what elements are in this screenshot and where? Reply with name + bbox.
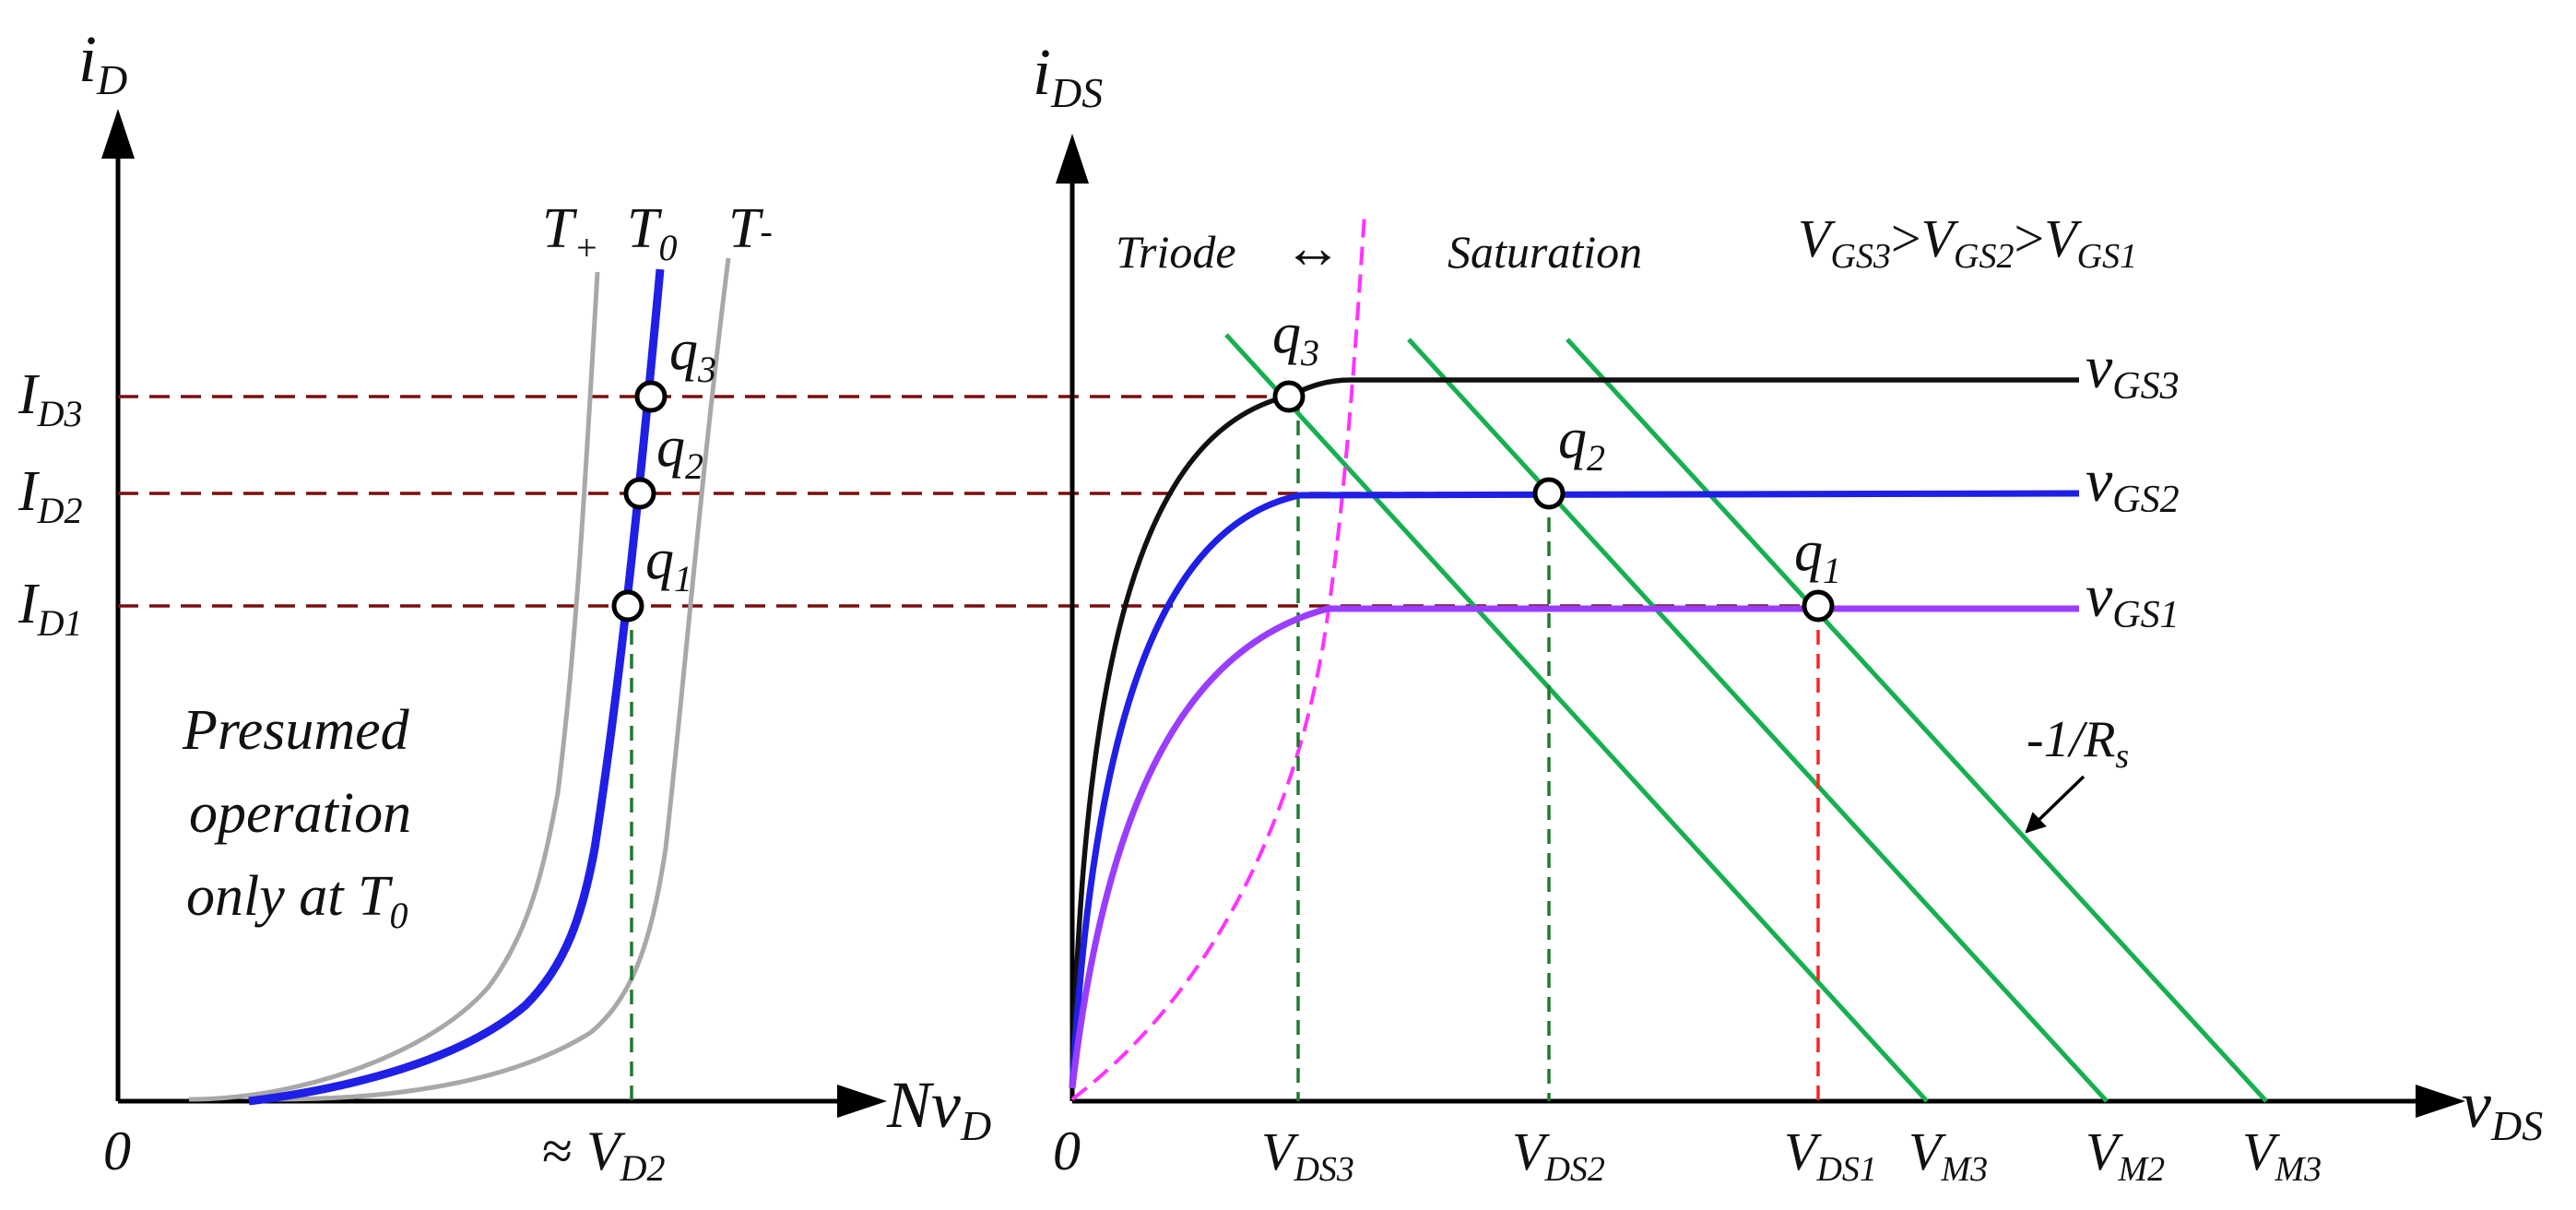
right-point-q3 [1272, 380, 1306, 413]
left-label-q1: q1 [645, 528, 692, 599]
label-id3: ID3 [18, 363, 83, 434]
label-vgs1: vGS1 [2086, 563, 2180, 636]
right-x-axis-label: vDS [2462, 1068, 2543, 1149]
left-label-q3: q3 [669, 319, 716, 390]
right-origin-label: 0 [1053, 1121, 1081, 1181]
tick-label-vm3-first: VM3 [1908, 1121, 1988, 1189]
left-point-q3 [634, 380, 668, 413]
left-x-axis-label: NvD [886, 1068, 991, 1149]
region-label-triode: Triode [1116, 226, 1236, 278]
tick-label-vm2: VM2 [2086, 1121, 2165, 1189]
right-label-q1: q1 [1794, 520, 1841, 591]
tick-label-vds1: VDS1 [1784, 1121, 1877, 1189]
right-y-axis-label: iDS [1033, 35, 1103, 116]
curve-vgs1 [1069, 605, 2079, 1089]
curve-vgs2 [1069, 490, 2080, 1089]
vgs-inequality: VGS3>VGS2>VGS1 [1798, 208, 2137, 276]
label-t-minus: T- [728, 197, 773, 260]
label-id2: ID2 [18, 460, 83, 531]
region-label-saturation: Saturation [1448, 226, 1642, 278]
left-label-q2: q2 [656, 416, 703, 487]
note-line-3: only at T0 [186, 865, 408, 936]
right-panel: iDS vDS 0 Triode ↔ Saturation VGS3>VGS2>… [1033, 35, 2543, 1189]
right-label-q3: q3 [1272, 302, 1319, 374]
label-t-plus: T+ [542, 197, 598, 268]
saturation-boundary-curve [1070, 213, 1366, 1101]
label-vgs3: vGS3 [2086, 334, 2180, 408]
right-x-axis-arrow-icon [2416, 1085, 2465, 1118]
right-point-q2 [1532, 477, 1566, 510]
label-id1: ID1 [18, 573, 83, 644]
left-point-q2 [623, 477, 656, 510]
note-line-2: operation [189, 782, 411, 845]
left-origin-label: 0 [103, 1121, 131, 1181]
curve-t-plus [188, 271, 600, 1102]
load-line-1 [1224, 333, 1929, 1103]
left-x-axis-arrow-icon [837, 1085, 887, 1118]
tick-label-vds3: VDS3 [1261, 1121, 1354, 1189]
right-label-q2: q2 [1558, 408, 1605, 479]
slope-label: -1/Rs [2027, 711, 2129, 776]
label-t0: T0 [627, 197, 677, 268]
label-vd2: ≈ VD2 [542, 1121, 665, 1189]
left-point-q1 [611, 589, 644, 623]
tick-label-vm3-second: VM3 [2242, 1121, 2322, 1189]
right-point-q1 [1802, 589, 1835, 623]
slope-pointer-arrow-icon [2025, 775, 2086, 834]
right-y-axis-arrow-icon [1056, 134, 1089, 184]
label-vgs2: vGS2 [2086, 447, 2180, 521]
load-line-2 [1407, 338, 2109, 1103]
curve-t0 [248, 268, 665, 1106]
left-y-axis-arrow-icon [101, 109, 135, 159]
note-line-1: Presumed [182, 699, 410, 762]
tick-label-vds2: VDS2 [1512, 1121, 1605, 1189]
load-line-3 [1566, 338, 2268, 1103]
curve-vgs3 [1069, 377, 2079, 1089]
region-arrow-icon: ↔ [1283, 215, 1342, 280]
left-y-axis-label: iD [78, 22, 127, 103]
curve-t-minus [276, 257, 731, 1102]
